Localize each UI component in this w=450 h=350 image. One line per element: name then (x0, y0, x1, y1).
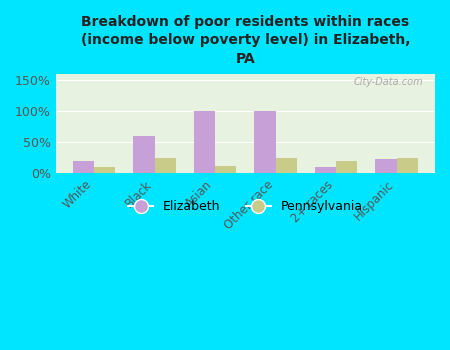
Bar (215, 166, 236, 173)
Bar (155, 158, 176, 173)
Bar (194, 111, 215, 173)
Bar (275, 158, 297, 173)
Legend: Elizabeth, Pennsylvania: Elizabeth, Pennsylvania (123, 195, 368, 218)
Bar (134, 136, 155, 173)
Bar (396, 158, 418, 173)
Bar (315, 167, 336, 173)
Title: Breakdown of poor residents within races
(income below poverty level) in Elizabe: Breakdown of poor residents within races… (81, 15, 410, 66)
Bar (94, 167, 115, 173)
Bar (73, 161, 94, 173)
Bar (336, 161, 357, 173)
Bar (375, 159, 396, 173)
Text: City-Data.com: City-Data.com (354, 77, 423, 87)
Bar (254, 111, 275, 173)
